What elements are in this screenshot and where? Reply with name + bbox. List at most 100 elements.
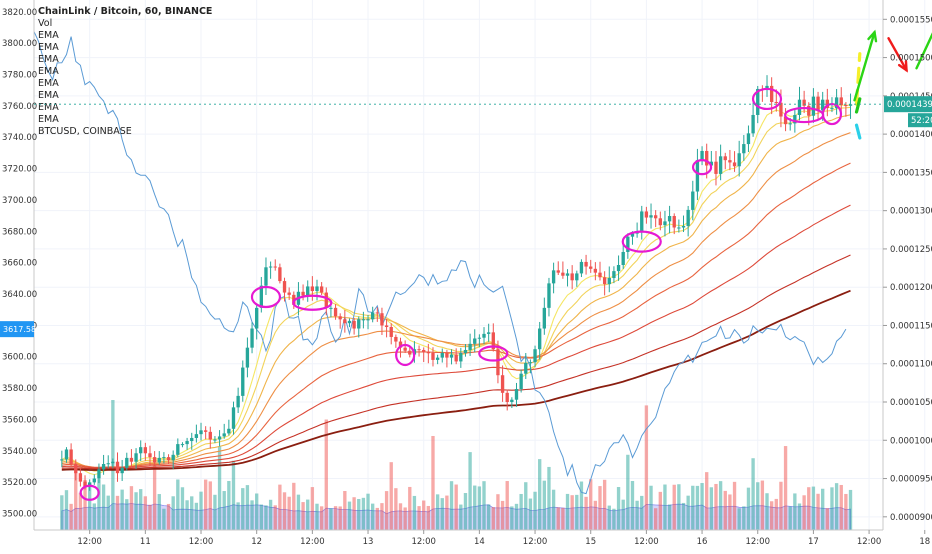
touch-circle — [821, 102, 843, 126]
candle-body — [718, 156, 723, 174]
volume-bar — [310, 487, 315, 530]
candle — [473, 329, 477, 353]
candle — [695, 148, 700, 201]
candle-body — [802, 99, 806, 106]
candle-body — [626, 236, 630, 252]
x-tick-label: 12:00 — [745, 537, 770, 547]
volume-bar — [607, 505, 611, 530]
volume-bar — [445, 495, 449, 530]
volume-bar — [194, 502, 199, 530]
volume-bar — [616, 487, 621, 530]
x-tick-label: 15 — [585, 537, 596, 547]
volume-bar — [737, 508, 741, 530]
volume-bar — [705, 472, 709, 530]
candle — [598, 261, 602, 281]
touch-circle — [79, 484, 100, 501]
projection-dash — [854, 123, 862, 140]
legend-entry: EMA — [38, 66, 59, 77]
volume-bar — [496, 494, 500, 530]
right-tick-label: 0.00014000 — [890, 130, 932, 140]
candle-body — [533, 349, 537, 363]
candle-body — [194, 434, 199, 438]
candle-body — [166, 457, 171, 461]
volume-bar — [760, 480, 765, 530]
volume-bar — [700, 483, 704, 530]
candle-body — [152, 457, 157, 463]
legend-entry: EMA — [38, 78, 59, 89]
candle-body — [561, 272, 565, 276]
volume-bar — [718, 481, 723, 530]
volume-bar — [640, 495, 644, 530]
volume-bar — [783, 446, 788, 530]
candle — [449, 349, 454, 365]
candle-body — [621, 251, 625, 265]
candle-body — [677, 227, 681, 229]
volume-bar — [575, 494, 579, 530]
candle-layer — [60, 75, 853, 491]
x-axis: 12:00 11 12:00 12 12:00 13 12:00 14 12:00 15 12:00… — [77, 530, 930, 547]
candle-body — [301, 291, 305, 296]
volume-bar — [408, 486, 412, 530]
volume-bar — [435, 494, 440, 530]
volume-bar — [839, 484, 843, 530]
candle — [718, 144, 723, 181]
volume-bar — [519, 493, 523, 530]
candle — [765, 75, 769, 97]
candle-body — [765, 85, 769, 90]
candle — [162, 452, 166, 464]
volume-bar — [139, 489, 143, 530]
candle-body — [524, 362, 528, 374]
candle — [282, 277, 287, 302]
volume-bar — [88, 484, 92, 530]
candle-body — [92, 478, 96, 483]
legend-entry: EMA — [38, 42, 59, 53]
candle — [700, 146, 704, 166]
candle-body — [672, 216, 676, 228]
volume-bar — [241, 488, 245, 530]
candle-body — [171, 454, 175, 461]
candle-body — [398, 341, 403, 348]
right-tick-label: 0.00012500 — [890, 245, 932, 255]
volume-bar — [834, 483, 839, 530]
volume-bar — [259, 504, 263, 530]
left-tick-label: 3680.00 — [2, 227, 37, 237]
volume-bar — [162, 508, 166, 530]
candle-body — [134, 453, 138, 462]
candle-body — [589, 266, 593, 269]
candle-body — [783, 116, 788, 125]
left-tick-label: 3660.00 — [2, 259, 37, 269]
volume-bar — [449, 481, 454, 530]
candle-body — [551, 270, 556, 284]
candle — [686, 205, 690, 237]
volume-bar — [319, 506, 324, 530]
candle — [273, 259, 277, 271]
candle — [380, 307, 384, 336]
candle — [737, 140, 741, 177]
x-tick-label: 12:00 — [411, 537, 436, 547]
candle — [69, 443, 73, 467]
candle-body — [148, 453, 152, 458]
candle-body — [788, 123, 792, 125]
volume-bar — [440, 498, 444, 530]
candle-body — [333, 307, 338, 317]
candle-body — [510, 399, 514, 403]
candle — [519, 369, 523, 393]
volume-bar — [468, 452, 472, 530]
volume-bar — [380, 503, 384, 530]
volume-bar — [644, 405, 649, 530]
volume-bar — [593, 500, 598, 530]
candle-body — [542, 307, 546, 329]
right-tick-label: 0.00010000 — [890, 436, 932, 446]
candle-body — [241, 367, 245, 396]
legend-entry: EMA — [38, 114, 59, 125]
candle — [654, 210, 658, 228]
volume-bar — [431, 435, 435, 530]
volume-bar — [756, 482, 760, 530]
volume-bar — [143, 496, 148, 530]
volume-bar — [797, 503, 802, 530]
candle-body — [259, 285, 263, 308]
candle — [115, 452, 120, 482]
touch-circle — [292, 294, 333, 311]
